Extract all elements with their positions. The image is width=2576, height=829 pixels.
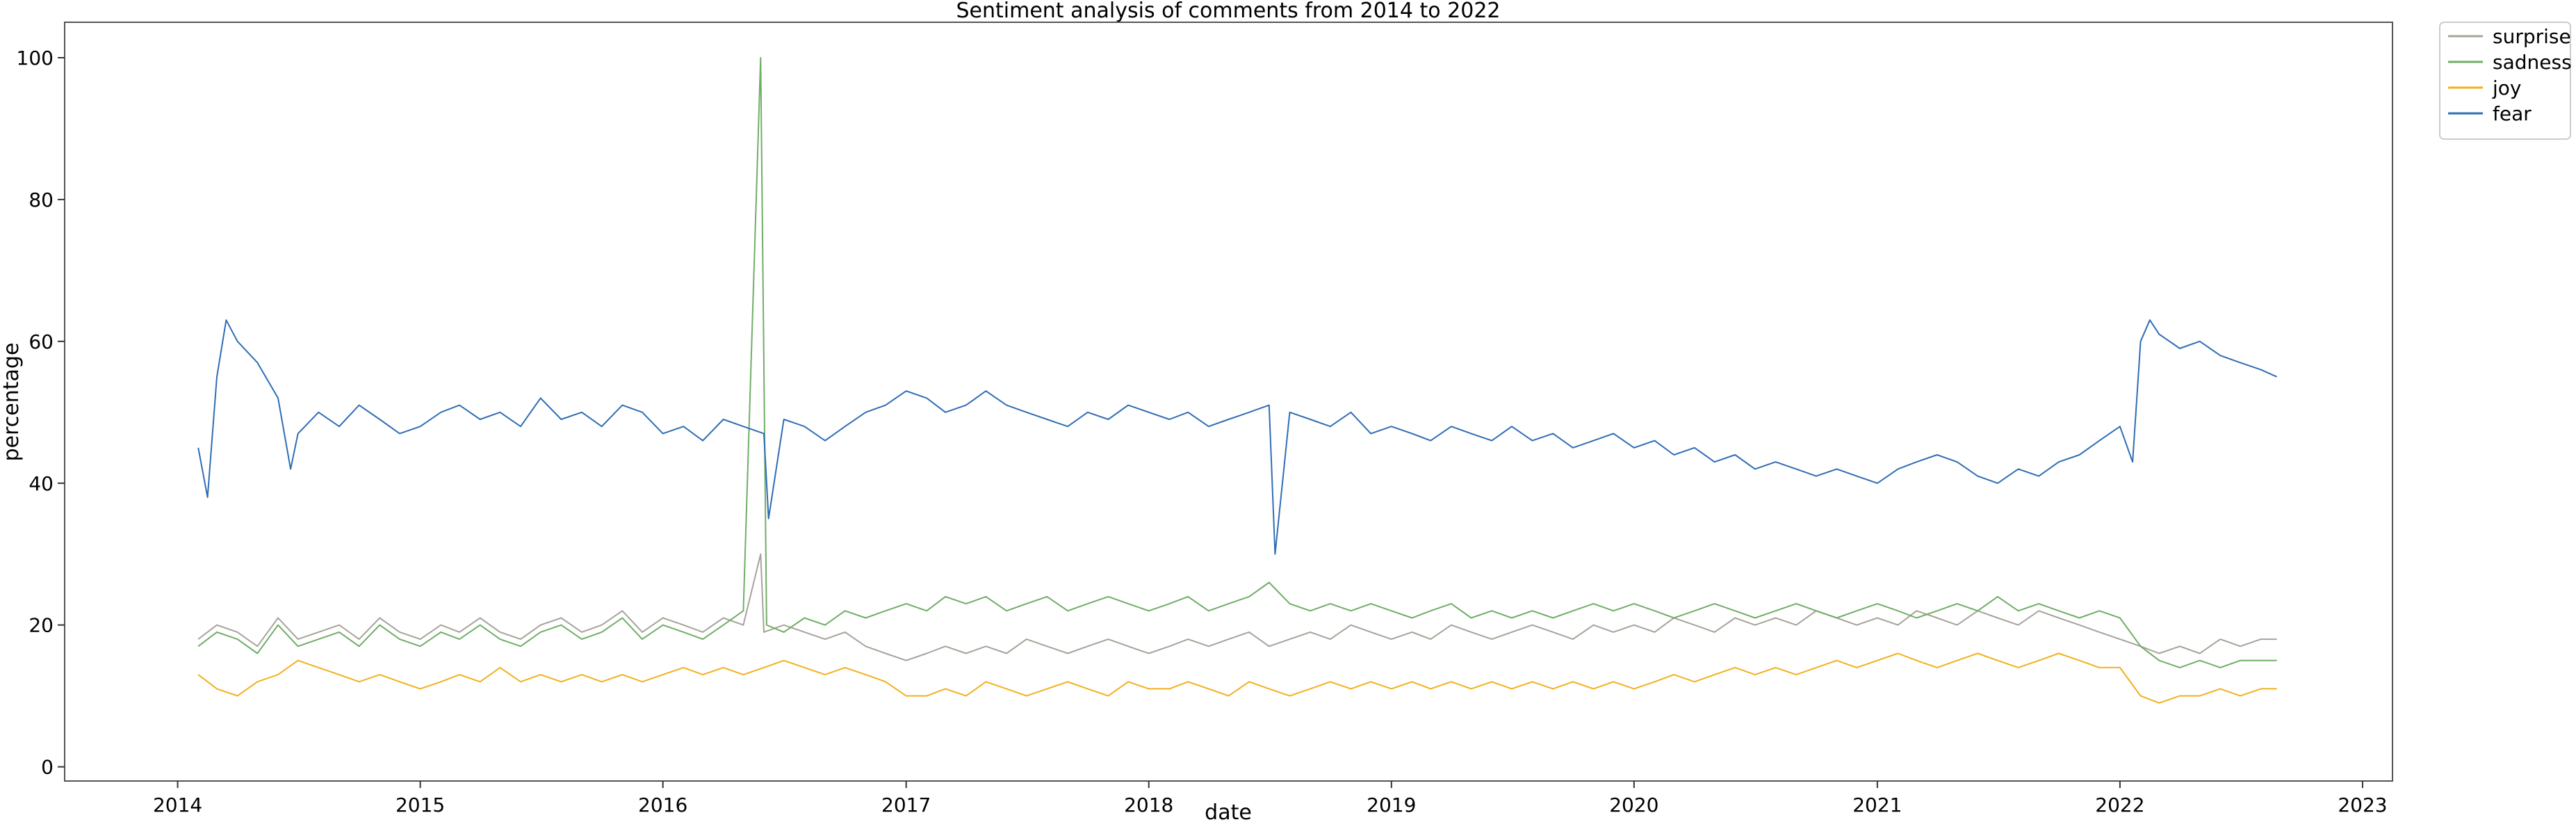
x-tick-label: 2021 — [1852, 794, 1902, 816]
x-tick-label: 2022 — [2095, 794, 2144, 816]
y-tick-label: 40 — [28, 472, 54, 495]
plot-area: 2014 2015 2016 2017 2018 2019 2020 2021 2022 2023… — [17, 22, 2393, 816]
series-line-surprise — [197, 553, 2277, 661]
y-tick-label: 60 — [28, 330, 54, 353]
legend: surprise sadness joy fear — [2439, 22, 2572, 140]
y-tick-label: 0 — [41, 756, 54, 779]
y-tick-label: 80 — [28, 188, 54, 211]
x-tick-label: 2018 — [1124, 794, 1173, 816]
x-tick-label: 2016 — [638, 794, 687, 816]
x-axis-label: date — [1205, 800, 1252, 825]
x-tick-label: 2023 — [2338, 794, 2387, 816]
y-axis-label: percentage — [0, 343, 24, 462]
x-tick-label: 2017 — [881, 794, 931, 816]
y-tick-label: 20 — [28, 614, 54, 637]
x-tick-label: 2014 — [153, 794, 202, 816]
legend-box — [2439, 22, 2571, 140]
legend-label-surprise: surprise — [2493, 25, 2571, 48]
series-line-fear — [197, 319, 2278, 555]
legend-label-sadness: sadness — [2493, 51, 2572, 74]
axes-frame — [64, 22, 2393, 782]
series-line-joy — [197, 652, 2277, 704]
legend-label-joy: joy — [2492, 77, 2521, 99]
x-tick-label: 2020 — [1609, 794, 1658, 816]
x-tick-label: 2015 — [396, 794, 445, 816]
x-tick-label: 2019 — [1367, 794, 1416, 816]
legend-label-fear: fear — [2493, 102, 2532, 125]
series-line-sadness — [197, 57, 2277, 668]
series-lines — [197, 57, 2278, 704]
chart-title: Sentiment analysis of comments from 2014… — [956, 0, 1501, 23]
y-tick-label: 100 — [17, 47, 54, 70]
